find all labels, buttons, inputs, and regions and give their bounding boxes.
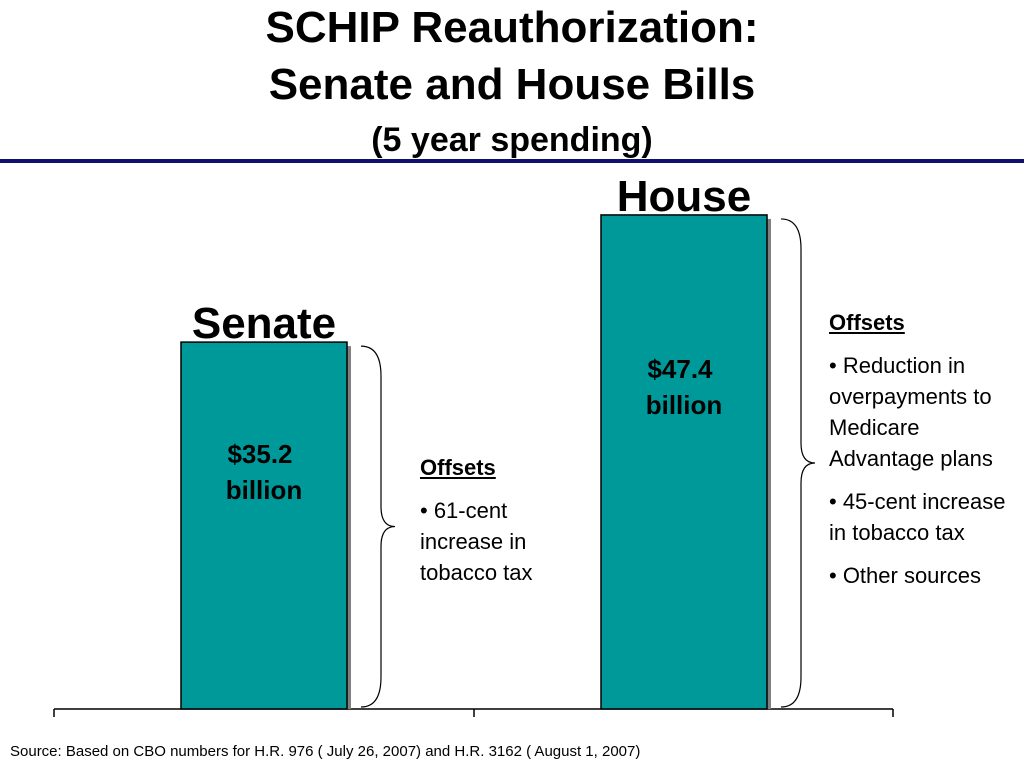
title-line-2: Senate and House Bills	[268, 60, 756, 109]
senate-offsets-brace	[360, 345, 396, 708]
house-value-label-1: billion	[646, 390, 723, 420]
house-offsets: Offsets • Reduction in overpayments to M…	[829, 307, 1019, 603]
title-divider	[0, 159, 1024, 163]
source-note: Source: Based on CBO numbers for H.R. 97…	[10, 743, 641, 760]
house-offset-item: • Other sources	[829, 563, 981, 588]
senate-value-label-0: $35.2	[227, 439, 292, 469]
house-bar	[600, 214, 768, 710]
senate-offsets: Offsets • 61-cent increase in tobacco ta…	[420, 452, 570, 600]
senate-bar-label: Senate	[192, 299, 336, 348]
house-offset-item: • 45-cent increase in tobacco tax	[829, 489, 1006, 545]
house-offsets-brace	[780, 218, 816, 708]
house-bar-label: House	[617, 172, 751, 221]
senate-offsets-heading: Offsets	[420, 455, 496, 480]
senate-offset-item: • 61-cent increase in tobacco tax	[420, 498, 533, 585]
house-offsets-heading: Offsets	[829, 310, 905, 335]
title-line-1: SCHIP Reauthorization:	[265, 3, 759, 52]
house-value-label-0: $47.4	[647, 354, 713, 384]
senate-bar	[180, 341, 348, 710]
title-subtitle: (5 year spending)	[371, 121, 653, 159]
house-offset-item: • Reduction in overpayments to Medicare …	[829, 353, 993, 471]
senate-value-label-1: billion	[226, 475, 303, 505]
